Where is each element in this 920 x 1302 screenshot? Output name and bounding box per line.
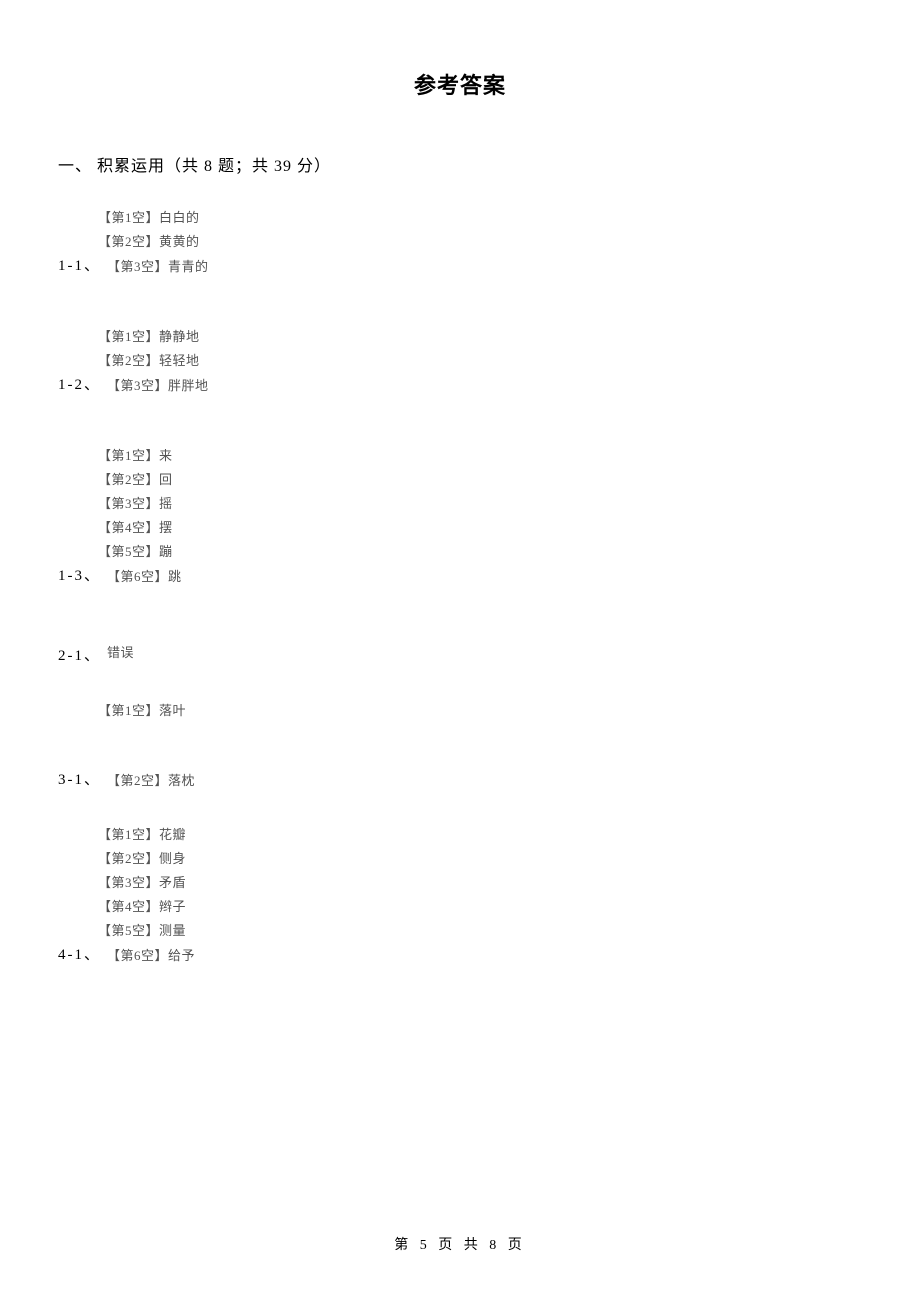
question-number: 3-1、 [58,768,101,789]
answer-line: 【第1空】落叶 [98,699,920,723]
answer-line: 【第1空】白白的 [98,206,920,230]
question-row: 4-1、 【第6空】给予 [58,943,920,964]
answer-line: 【第6空】跳 [107,566,182,585]
answer-group: 【第1空】落叶 3-1、 【第2空】落枕 [58,699,920,789]
answer-lines: 【第1空】来 【第2空】回 【第3空】摇 【第4空】摆 【第5空】蹦 [98,444,920,564]
answer-group: 【第1空】来 【第2空】回 【第3空】摇 【第4空】摆 【第5空】蹦 1-3、 … [58,444,920,585]
question-number: 1-2、 [58,373,101,394]
answer-line: 【第3空】胖胖地 [107,375,209,394]
answer-line: 【第2空】黄黄的 [98,230,920,254]
answer-lines: 【第1空】花瓣 【第2空】侧身 【第3空】矛盾 【第4空】辫子 【第5空】测量 [98,823,920,943]
page-footer: 第 5 页 共 8 页 [0,1234,920,1254]
question-row: 1-2、 【第3空】胖胖地 [58,373,920,394]
spacer [58,723,920,768]
answer-line: 【第3空】摇 [98,492,920,516]
spacer [58,287,920,325]
spacer [58,677,920,699]
question-number: 4-1、 [58,943,101,964]
answer-line: 【第6空】给予 [107,945,195,964]
answer-lines: 【第1空】落叶 [98,699,920,723]
content-area: 【第1空】白白的 【第2空】黄黄的 1-1、 【第3空】青青的 【第1空】静静地… [58,206,920,964]
answer-group: 2-1、 错误 [58,642,920,665]
answer-line: 【第2空】侧身 [98,847,920,871]
answer-lines: 【第1空】白白的 【第2空】黄黄的 [98,206,920,254]
question-number: 1-1、 [58,254,101,275]
question-row: 1-3、 【第6空】跳 [58,564,920,585]
question-row: 2-1、 错误 [58,642,920,665]
spacer [58,406,920,444]
answer-lines: 【第1空】静静地 【第2空】轻轻地 [98,325,920,373]
answer-line: 【第3空】青青的 [107,256,209,275]
answer-line: 【第1空】来 [98,444,920,468]
answer-line: 【第4空】摆 [98,516,920,540]
answer-line: 【第2空】落枕 [107,770,195,789]
question-number: 2-1、 [58,644,101,665]
answer-line: 【第4空】辫子 [98,895,920,919]
answer-group: 【第1空】花瓣 【第2空】侧身 【第3空】矛盾 【第4空】辫子 【第5空】测量 … [58,823,920,964]
answer-line: 【第5空】测量 [98,919,920,943]
answer-line: 【第3空】矛盾 [98,871,920,895]
answer-line: 【第2空】轻轻地 [98,349,920,373]
section-heading: 一、 积累运用（共 8 题；共 39 分） [58,152,920,176]
spacer [58,597,920,642]
answer-group: 【第1空】白白的 【第2空】黄黄的 1-1、 【第3空】青青的 [58,206,920,275]
answer-line: 错误 [107,642,134,661]
question-number: 1-3、 [58,564,101,585]
spacer [58,801,920,823]
page-title: 参考答案 [0,0,920,100]
answer-group: 【第1空】静静地 【第2空】轻轻地 1-2、 【第3空】胖胖地 [58,325,920,394]
answer-line: 【第5空】蹦 [98,540,920,564]
answer-line: 【第2空】回 [98,468,920,492]
answer-line: 【第1空】静静地 [98,325,920,349]
question-row: 3-1、 【第2空】落枕 [58,768,920,789]
question-row: 1-1、 【第3空】青青的 [58,254,920,275]
answer-line: 【第1空】花瓣 [98,823,920,847]
